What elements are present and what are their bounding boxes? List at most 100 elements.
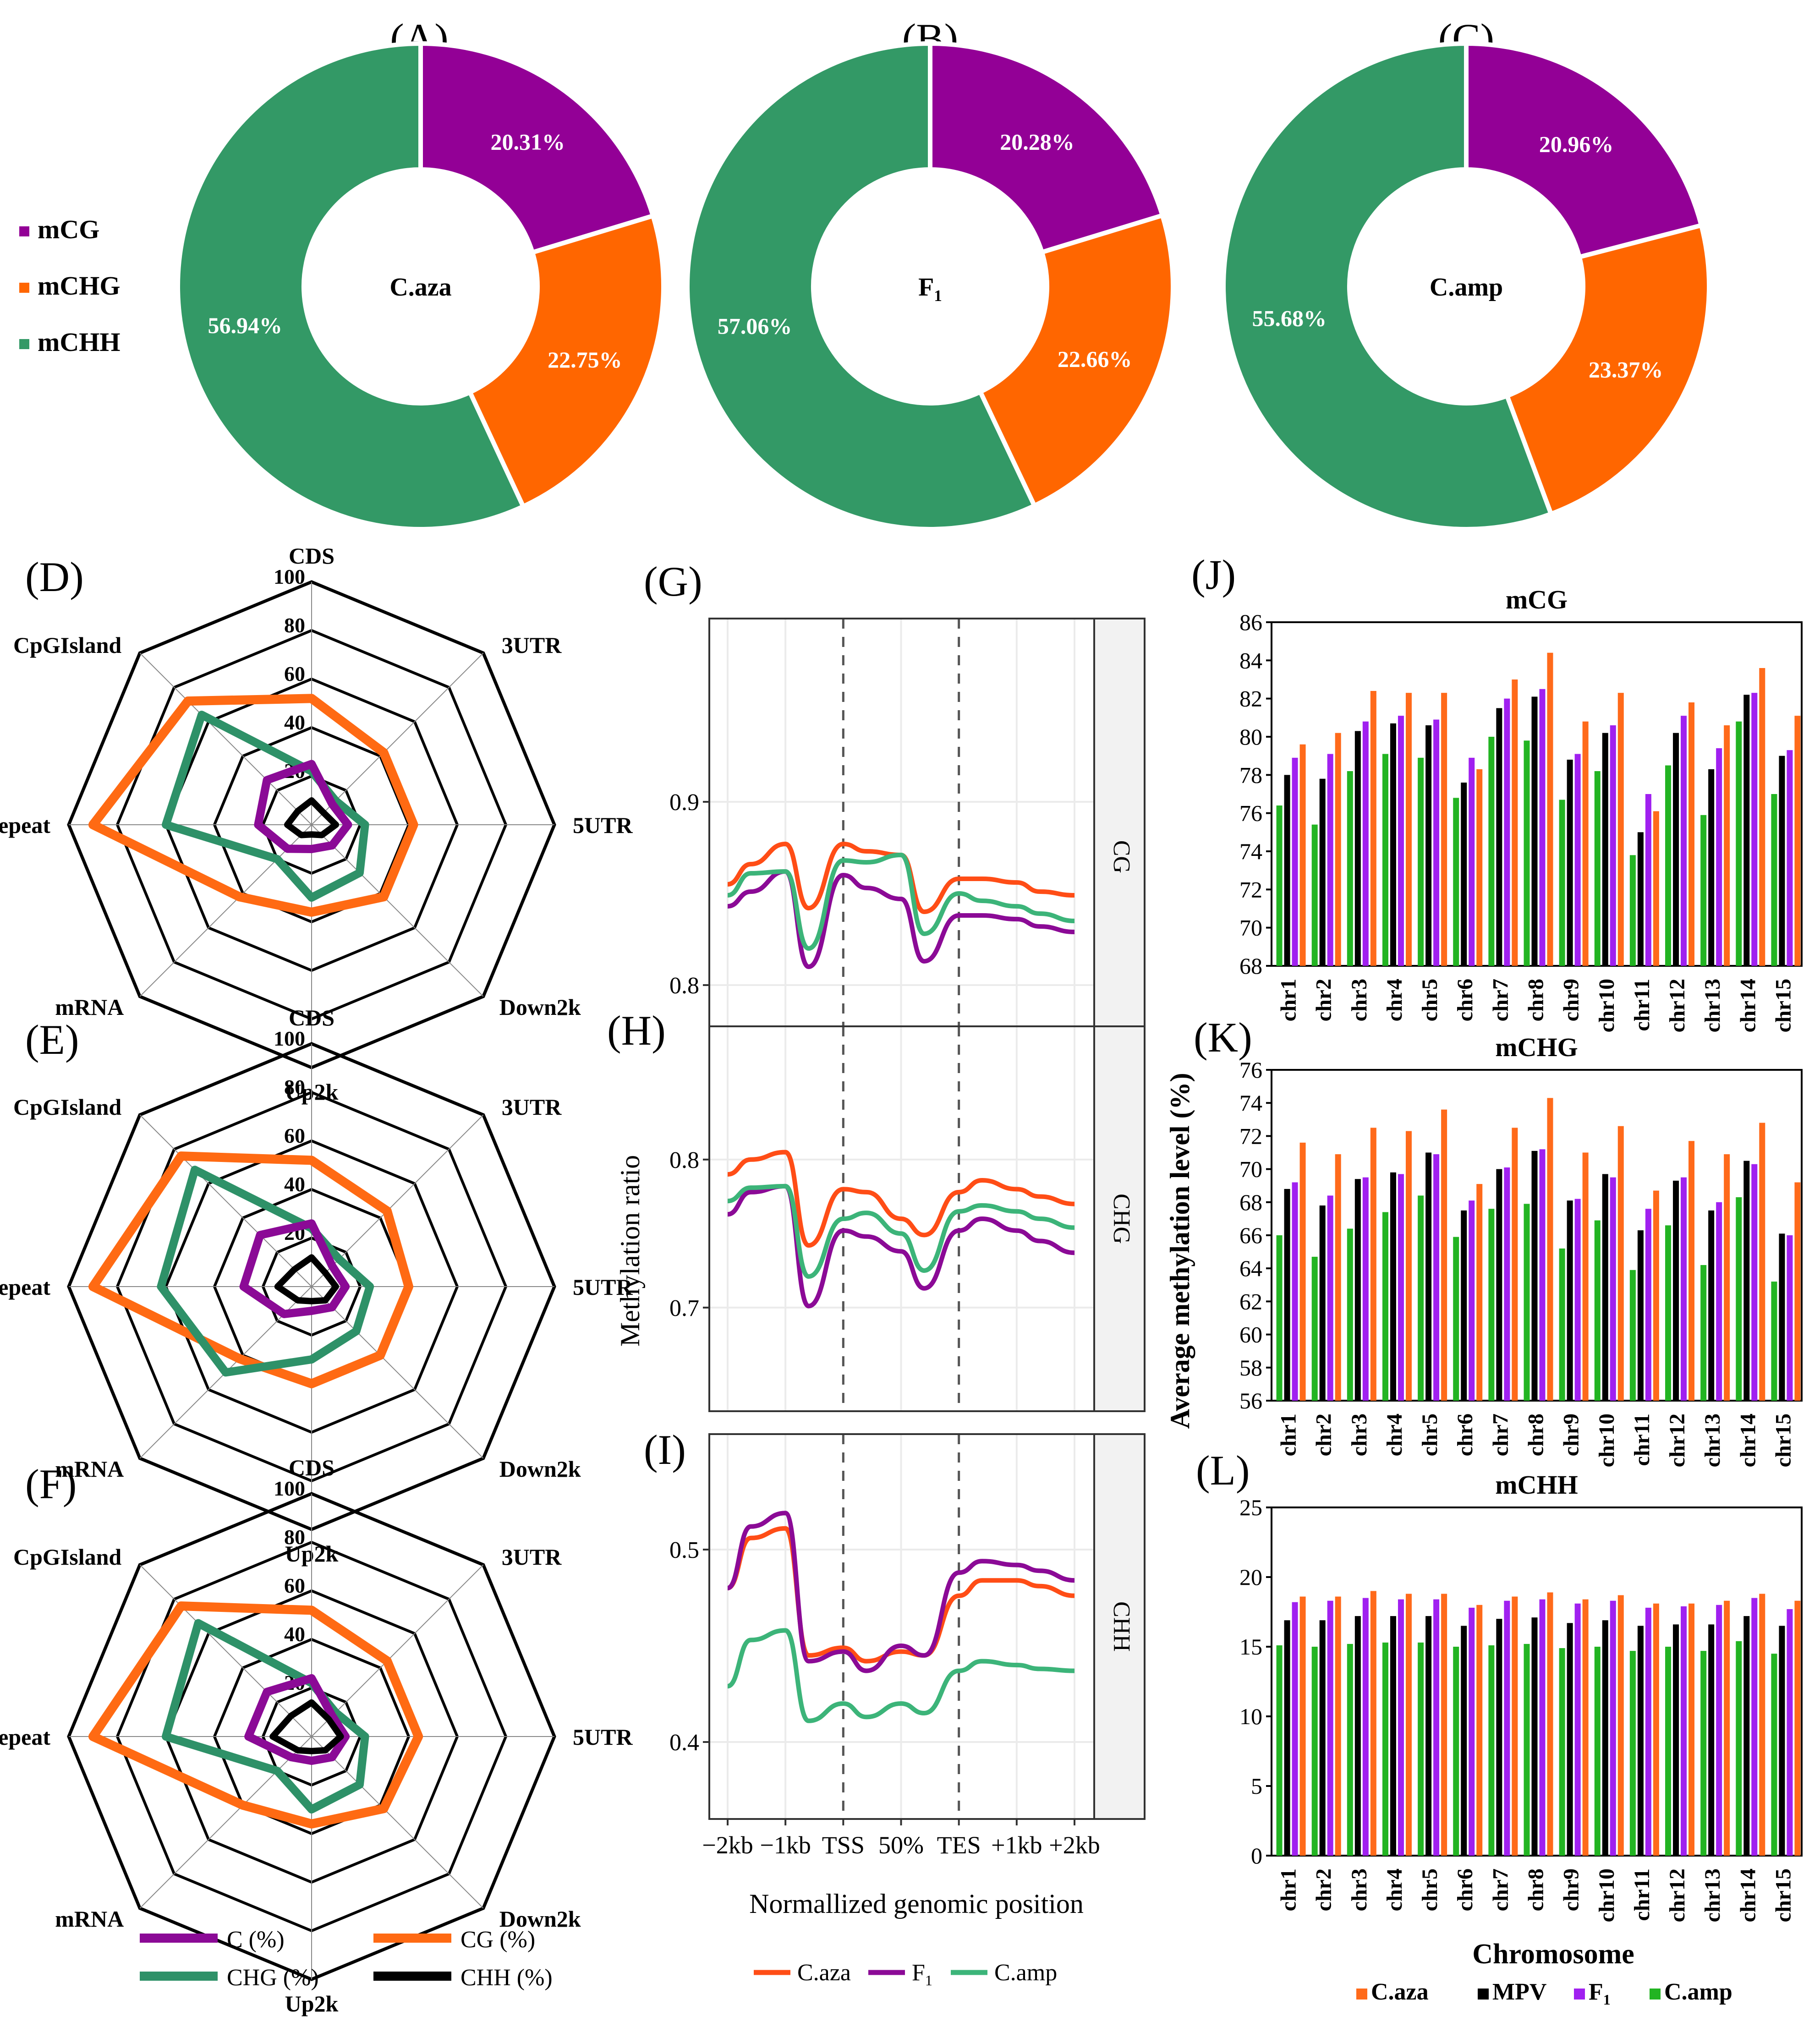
x-tick-label: chr9 xyxy=(1559,1868,1584,1911)
x-tick-label: chr4 xyxy=(1382,1413,1407,1456)
bar-camp xyxy=(1382,754,1388,966)
y-tick-label: 68 xyxy=(1239,1189,1262,1215)
radar-series-cg xyxy=(88,1601,423,1829)
legend-label-mchh: mCHH xyxy=(38,327,120,357)
bar-mpv xyxy=(1779,756,1785,966)
x-tick-label: chr6 xyxy=(1453,1868,1477,1911)
x-tick-label: chr7 xyxy=(1488,1868,1513,1911)
bar-caza xyxy=(1794,1600,1801,1856)
bar-camp xyxy=(1771,1282,1777,1401)
bar-chart-title: mCHG xyxy=(1495,1032,1578,1062)
bar-caza xyxy=(1299,744,1306,966)
bar-caza xyxy=(1547,652,1553,966)
line-x-axis-label: Normallized genomic position xyxy=(749,1889,1084,1919)
bar-camp xyxy=(1276,1645,1283,1856)
line-legend-label: C.amp xyxy=(994,1960,1057,1986)
bar-mpv xyxy=(1602,1174,1608,1401)
bar-mpv xyxy=(1319,1620,1326,1856)
bar-caza xyxy=(1653,811,1659,966)
bar-camp xyxy=(1700,815,1707,966)
radar-tick-label: 40 xyxy=(284,1172,305,1196)
bar-camp xyxy=(1488,737,1495,966)
y-tick-label: 0.8 xyxy=(669,973,699,999)
bar-f1 xyxy=(1539,1149,1546,1401)
bar-f1 xyxy=(1751,693,1758,966)
bar-chart-title: mCG xyxy=(1506,585,1568,614)
bar-f1 xyxy=(1645,794,1651,966)
y-tick-label: 72 xyxy=(1239,1123,1262,1149)
panel-label-d: (D) xyxy=(25,553,84,600)
radar-axis-label-5utr: 5UTR xyxy=(573,1274,633,1300)
radar-axis-line xyxy=(139,652,312,825)
bar-f1 xyxy=(1574,1199,1581,1401)
bar-camp xyxy=(1629,1651,1636,1856)
radar-axis-label-cpgisland: CpGIsland xyxy=(13,632,121,658)
x-tick-label: −2kb xyxy=(702,1831,753,1859)
x-tick-label: chr1 xyxy=(1277,1413,1301,1456)
radar-axis-label-cds: CDS xyxy=(289,1005,334,1030)
bar-camp xyxy=(1700,1265,1707,1401)
radar-axis-label-up2k: Up2k xyxy=(285,1991,339,2016)
y-tick-label: 20 xyxy=(1239,1564,1262,1590)
bar-caza xyxy=(1512,1596,1518,1856)
bar-caza xyxy=(1441,1109,1447,1401)
bar-caza xyxy=(1547,1592,1553,1856)
bar-f1 xyxy=(1504,1600,1510,1856)
bar-mpv xyxy=(1602,1620,1608,1856)
donut-b: 20.28% 22.66% 57.06% F1 xyxy=(685,41,1175,531)
line-panel-g: 0.8 0.9 CG xyxy=(669,618,1146,1096)
bar-f1 xyxy=(1610,725,1616,966)
donut-slice-mchh xyxy=(685,41,1038,531)
bar-camp xyxy=(1594,1647,1601,1856)
x-tick-label: chr3 xyxy=(1347,1413,1371,1456)
bar-caza xyxy=(1759,668,1765,966)
radar-axis-label-cpgisland: CpGIsland xyxy=(13,1544,121,1570)
y-tick-label: 0.8 xyxy=(669,1147,699,1173)
y-tick-label: 56 xyxy=(1239,1388,1262,1413)
bar-f1 xyxy=(1292,1602,1298,1856)
bar-f1 xyxy=(1681,1606,1687,1856)
bar-mpv xyxy=(1284,1189,1290,1401)
bar-legend-swatch xyxy=(1574,1989,1585,2000)
bar-mpv xyxy=(1284,1620,1290,1856)
bar-caza xyxy=(1617,1595,1624,1856)
radar-e: 20406080100CDS3UTR5UTRDown2kUp2kmRNARepe… xyxy=(0,1005,633,1567)
donut-value-label: 22.66% xyxy=(1058,346,1132,372)
panel-label-f: (F) xyxy=(25,1461,77,1507)
bar-f1 xyxy=(1398,716,1404,966)
bar-caza xyxy=(1299,1596,1306,1856)
donut-slice-mchh xyxy=(1221,41,1554,531)
bar-f1 xyxy=(1469,1200,1475,1401)
radar-tick-label: 60 xyxy=(284,662,305,685)
bar-mpv xyxy=(1673,733,1679,966)
radar-axis-label-repeat: Repeat xyxy=(0,812,50,838)
bar-panel-j: 68 70 72 74 76 78 80 82 84 86 mCG chr1 chr2 chr3 chr4 c… xyxy=(1239,585,1803,1032)
bar-camp xyxy=(1453,1647,1459,1856)
donut-value-label: 22.75% xyxy=(548,347,622,373)
radar-series-chg xyxy=(162,1619,369,1813)
bar-caza xyxy=(1476,769,1483,966)
bar-mpv xyxy=(1743,1616,1750,1856)
facet-strip xyxy=(1093,618,1146,1096)
radar-series-c xyxy=(254,760,352,853)
bar-f1 xyxy=(1539,689,1546,966)
bar-caza xyxy=(1512,1128,1518,1401)
x-tick-label: chr6 xyxy=(1453,1413,1477,1456)
bar-caza xyxy=(1617,693,1624,966)
radar-f: 20406080100CDS3UTR5UTRDown2kUp2kmRNARepe… xyxy=(0,1455,633,2016)
bar-f1 xyxy=(1539,1599,1546,1856)
bar-mpv xyxy=(1708,1624,1715,1856)
x-tick-label: chr11 xyxy=(1630,1413,1654,1466)
bar-mpv xyxy=(1602,733,1608,966)
radar-tick-label: 80 xyxy=(284,1075,305,1099)
donut-value-label: 56.94% xyxy=(208,312,283,338)
donut-slice-mchg xyxy=(467,213,666,510)
radar-axis-label-repeat: Repeat xyxy=(0,1724,50,1750)
x-tick-label: 50% xyxy=(878,1831,924,1859)
bar-camp xyxy=(1700,1651,1707,1856)
x-tick-label: chr11 xyxy=(1630,1868,1654,1921)
bar-f1 xyxy=(1362,1177,1369,1401)
facet-strip xyxy=(1093,1025,1146,1412)
bar-camp xyxy=(1347,1228,1353,1401)
bar-camp xyxy=(1347,1644,1353,1856)
